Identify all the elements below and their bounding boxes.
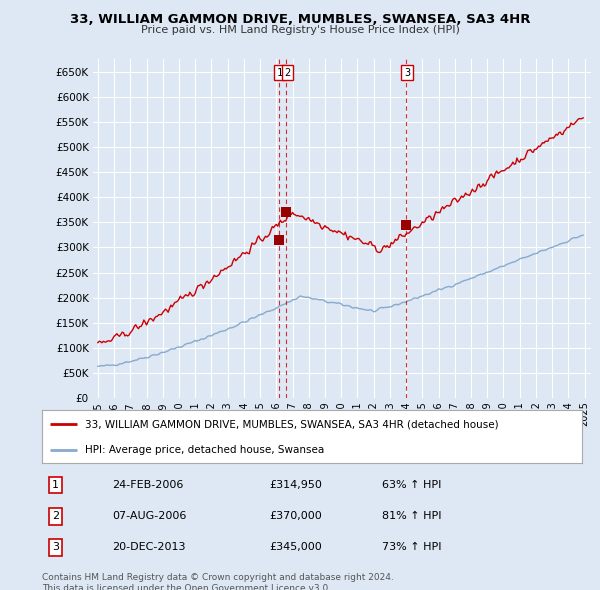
Text: 3: 3 — [52, 542, 59, 552]
Text: 73% ↑ HPI: 73% ↑ HPI — [382, 542, 442, 552]
Text: 3: 3 — [404, 68, 410, 77]
Text: 63% ↑ HPI: 63% ↑ HPI — [382, 480, 442, 490]
Text: 33, WILLIAM GAMMON DRIVE, MUMBLES, SWANSEA, SA3 4HR: 33, WILLIAM GAMMON DRIVE, MUMBLES, SWANS… — [70, 13, 530, 26]
Text: £345,000: £345,000 — [269, 542, 322, 552]
Text: HPI: Average price, detached house, Swansea: HPI: Average price, detached house, Swan… — [85, 445, 325, 455]
Text: £314,950: £314,950 — [269, 480, 322, 490]
Text: 81% ↑ HPI: 81% ↑ HPI — [382, 512, 442, 521]
Text: 24-FEB-2006: 24-FEB-2006 — [112, 480, 184, 490]
Text: Price paid vs. HM Land Registry's House Price Index (HPI): Price paid vs. HM Land Registry's House … — [140, 25, 460, 35]
Text: £370,000: £370,000 — [269, 512, 322, 521]
Text: 1: 1 — [52, 480, 59, 490]
Text: 07-AUG-2006: 07-AUG-2006 — [112, 512, 187, 521]
Text: This data is licensed under the Open Government Licence v3.0.: This data is licensed under the Open Gov… — [42, 584, 331, 590]
Text: 2: 2 — [284, 68, 291, 77]
Text: Contains HM Land Registry data © Crown copyright and database right 2024.: Contains HM Land Registry data © Crown c… — [42, 573, 394, 582]
Text: 1: 1 — [277, 68, 283, 77]
Text: 20-DEC-2013: 20-DEC-2013 — [112, 542, 186, 552]
Text: 33, WILLIAM GAMMON DRIVE, MUMBLES, SWANSEA, SA3 4HR (detached house): 33, WILLIAM GAMMON DRIVE, MUMBLES, SWANS… — [85, 419, 499, 430]
Text: 2: 2 — [52, 512, 59, 521]
